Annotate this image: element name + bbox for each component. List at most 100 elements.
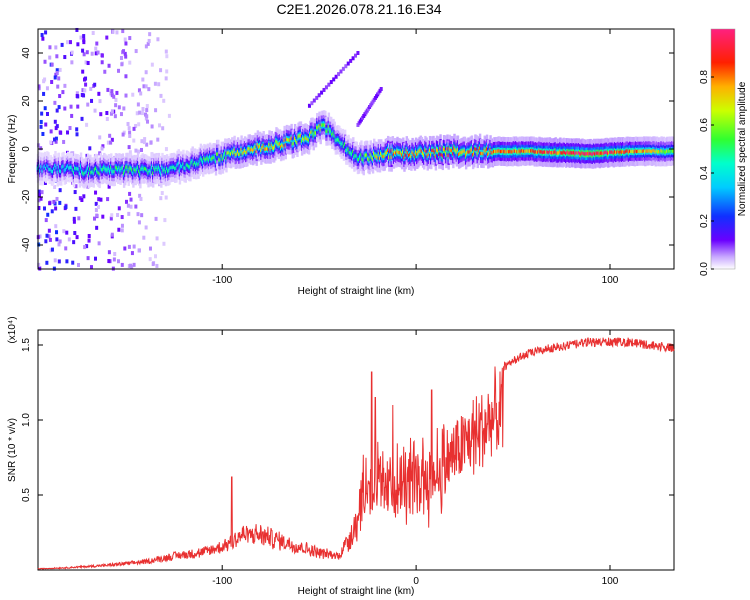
speckle-cell [137,220,141,225]
speckle-cell [106,197,110,202]
speckle-cell [157,123,161,128]
speckle-cell [76,262,80,267]
speckle-cell [140,213,144,218]
speckle-cell [63,106,67,111]
speckle-cell [43,77,47,82]
speckle-cell [50,247,54,252]
speckle-cell [162,241,166,246]
speckle-cell [94,190,98,195]
speckle-cell [120,262,124,267]
speckle-cell [74,206,78,211]
speckle-cell [89,86,93,91]
speckle-cell [55,68,59,73]
streak-cell [351,56,355,61]
speckle-cell [141,77,145,82]
speckle-cell [76,104,80,109]
streak-cell [315,95,319,100]
speckle-cell [123,246,127,251]
speckle-cell [162,98,166,103]
speckle-cell [164,49,168,54]
spectrogram-cells [36,27,675,271]
streak-cell [337,72,341,77]
speckle-cell [39,196,43,201]
speckle-cell [72,240,76,245]
streak-cell [344,64,348,69]
speckle-cell [124,54,128,59]
speckle-cell [85,50,89,55]
speckle-cell [54,224,58,229]
speckle-cell [124,93,128,98]
speckle-cell [63,83,67,88]
speckle-cell [58,130,62,135]
speckle-cell [106,140,110,145]
speckle-cell [53,75,57,80]
speckle-cell [113,251,117,256]
speckle-cell [57,76,61,81]
speckle-cell [136,212,140,217]
speckle-cell [44,122,48,127]
speckle-cell [146,41,150,46]
speckle-cell [120,223,124,228]
speckle-cell [52,137,56,142]
speckle-cell [98,99,102,104]
speckle-cell [127,244,131,249]
speckle-cell [117,206,121,211]
speckle-cell [153,81,157,86]
speckle-cell [50,79,54,84]
streak-cell [310,101,314,106]
speckle-cell [128,60,132,65]
speckle-cell [57,259,61,264]
speckle-cell [37,193,41,198]
speckle-cell [156,37,160,42]
x-tick-label: -100 [212,275,232,286]
speckle-cell [144,44,148,49]
streak-cell [312,98,316,103]
speckle-cell [123,37,127,42]
speckle-cell [95,41,99,46]
speckle-cell [110,109,114,114]
speckle-cell [144,116,148,121]
colorbar-tick-label: 0.2 [699,214,710,228]
speckle-cell [37,84,41,89]
speckle-cell [132,126,136,131]
speckle-cell [44,30,48,35]
speckle-cell [116,259,120,264]
speckle-cell [93,256,97,261]
speckle-cell [38,234,42,239]
speckle-cell [54,136,58,141]
speckle-cell [76,42,80,47]
speckle-cell [75,27,79,32]
speckle-cell [37,143,41,148]
speckle-cell [45,260,49,265]
speckle-cell [70,50,74,55]
speckle-cell [86,256,90,261]
speckle-cell [144,225,148,230]
streak-cell [356,51,360,55]
speckle-cell [157,82,161,87]
speckle-cell [94,46,98,51]
speckle-cell [114,103,118,108]
speckle-cell [55,108,59,113]
speckle-cell [150,124,154,129]
speckle-cell [120,215,124,220]
speckle-cell [47,234,51,239]
speckle-cell [128,191,132,196]
snr-frame [37,329,675,571]
speckle-cell [81,48,85,53]
speckle-cell [140,111,144,116]
speckle-cell [110,213,114,218]
speckle-cell [73,190,77,195]
speckle-cell [129,197,133,202]
speckle-cell [134,123,138,128]
speckle-cell [95,225,99,230]
x-tick-label: -100 [212,576,232,587]
speckle-cell [69,104,73,109]
speckle-cell [132,244,136,249]
speckle-cell [80,92,84,97]
speckle-cell [82,194,86,199]
speckle-cell [107,250,111,255]
colorbar-frame [710,28,736,270]
speckle-cell [43,59,47,64]
y-tick-label: 0 [21,146,32,152]
speckle-cell [54,206,58,211]
